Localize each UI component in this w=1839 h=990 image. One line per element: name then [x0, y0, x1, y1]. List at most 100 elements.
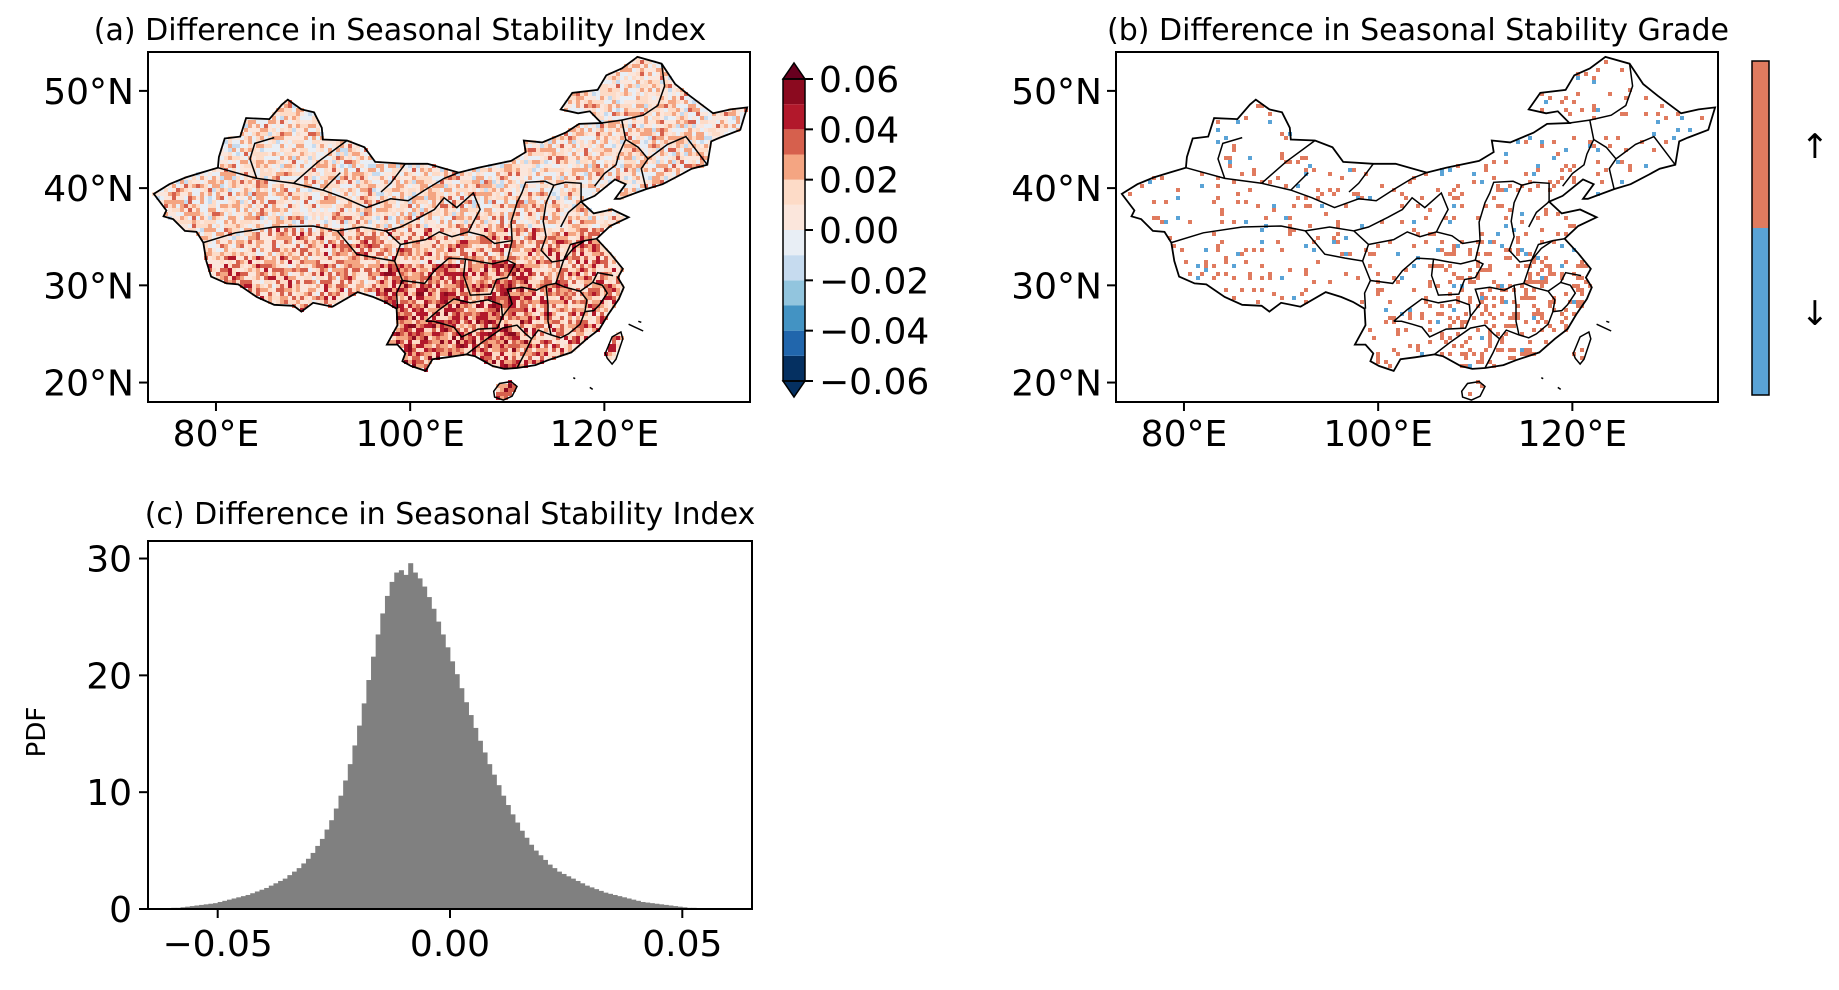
- map-pixel: [636, 140, 640, 144]
- map-pixel: [440, 204, 444, 208]
- map-pixel: [204, 236, 208, 240]
- map-pixel: [568, 104, 572, 108]
- map-pixel: [620, 172, 624, 176]
- map-pixel: [464, 204, 468, 208]
- map-pixel: [564, 148, 568, 152]
- map-pixel: [612, 112, 616, 116]
- map-pixel: [484, 288, 488, 292]
- map-pixel: [488, 276, 492, 280]
- map-pixel: [584, 244, 588, 248]
- map-pixel: [380, 196, 384, 200]
- map-pixel: [472, 200, 476, 204]
- map-pixel: [476, 304, 480, 308]
- map-pixel: [536, 192, 540, 196]
- map-pixel: [360, 232, 364, 236]
- map-pixel: [312, 136, 316, 140]
- map-pixel: [492, 268, 496, 272]
- map-pixel: [632, 88, 636, 92]
- map-pixel: [232, 160, 236, 164]
- map-pixel: [212, 264, 216, 268]
- map-pixel: [284, 108, 288, 112]
- map-pixel: [444, 188, 448, 192]
- map-pixel: [564, 184, 568, 188]
- map-pixel: [296, 252, 300, 256]
- map-pixel: [200, 200, 204, 204]
- map-pixel: [364, 156, 368, 160]
- map-pixel: [368, 252, 372, 256]
- map-pixel: [272, 240, 276, 244]
- map-pixel: [620, 152, 624, 156]
- map-pixel: [424, 200, 428, 204]
- map-pixel: [580, 304, 584, 308]
- map-pixel: [680, 124, 684, 128]
- map-pixel: [520, 268, 524, 272]
- map-pixel: [356, 248, 360, 252]
- map-pixel: [592, 240, 596, 244]
- map-pixel: [204, 180, 208, 184]
- map-pixel: [572, 96, 576, 100]
- map-pixel: [336, 168, 340, 172]
- map-pixel: [436, 196, 440, 200]
- map-pixel: [580, 152, 584, 156]
- map-pixel: [484, 256, 488, 260]
- map-pixel: [528, 252, 532, 256]
- map-pixel: [484, 192, 488, 196]
- map-pixel: [344, 208, 348, 212]
- map-pixel: [520, 196, 524, 200]
- map-pixel: [280, 272, 284, 276]
- map-pixel: [684, 168, 688, 172]
- map-pixel: [364, 284, 368, 288]
- map-pixel: [212, 192, 216, 196]
- map-pixel: [364, 232, 368, 236]
- map-pixel: [300, 268, 304, 272]
- map-pixel: [572, 284, 576, 288]
- map-pixel: [336, 272, 340, 276]
- map-pixel: [296, 280, 300, 284]
- map-pixel: [412, 216, 416, 220]
- map-pixel: [580, 284, 584, 288]
- map-pixel: [324, 148, 328, 152]
- map-pixel: [616, 144, 620, 148]
- map-pixel: [208, 264, 212, 268]
- map-pixel: [412, 272, 416, 276]
- map-pixel: [264, 200, 268, 204]
- map-pixel: [608, 84, 612, 88]
- map-pixel: [568, 156, 572, 160]
- map-pixel: [584, 308, 588, 312]
- map-pixel: [636, 168, 640, 172]
- map-pixel: [448, 264, 452, 268]
- map-pixel: [436, 216, 440, 220]
- map-pixel: [284, 248, 288, 252]
- map-pixel: [296, 248, 300, 252]
- map-pixel: [556, 256, 560, 260]
- map-pixel: [268, 280, 272, 284]
- map-pixel: [552, 216, 556, 220]
- map-pixel: [248, 216, 252, 220]
- map-pixel: [348, 280, 352, 284]
- map-pixel: [436, 224, 440, 228]
- map-pixel: [336, 164, 340, 168]
- map-pixel: [356, 220, 360, 224]
- map-pixel: [496, 300, 500, 304]
- map-pixel: [244, 264, 248, 268]
- map-pixel: [684, 128, 688, 132]
- map-pixel: [376, 196, 380, 200]
- map-pixel: [668, 124, 672, 128]
- map-pixel: [280, 296, 284, 300]
- map-pixel: [452, 240, 456, 244]
- map-pixel: [620, 88, 624, 92]
- map-pixel: [600, 144, 604, 148]
- map-pixel: [684, 100, 688, 104]
- map-pixel: [312, 124, 316, 128]
- map-pixel: [388, 272, 392, 276]
- map-pixel: [312, 180, 316, 184]
- map-pixel: [520, 212, 524, 216]
- map-pixel: [568, 296, 572, 300]
- map-pixel: [528, 240, 532, 244]
- map-pixel: [248, 268, 252, 272]
- map-pixel: [564, 280, 568, 284]
- map-pixel: [492, 296, 496, 300]
- map-pixel: [352, 224, 356, 228]
- map-pixel: [276, 232, 280, 236]
- map-pixel: [564, 160, 568, 164]
